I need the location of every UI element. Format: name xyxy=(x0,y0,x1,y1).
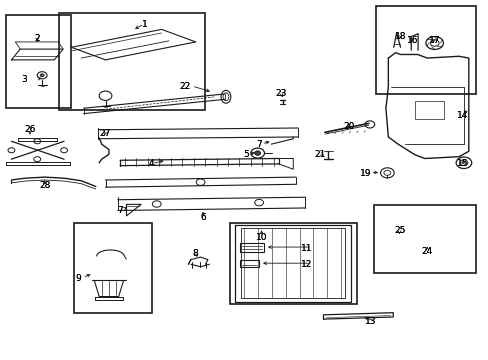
Text: 8: 8 xyxy=(192,249,198,258)
Text: 11: 11 xyxy=(301,244,312,253)
Text: 7: 7 xyxy=(255,140,261,149)
Text: 21: 21 xyxy=(314,150,325,159)
Text: 20: 20 xyxy=(343,122,354,131)
Text: 22: 22 xyxy=(179,82,190,91)
Text: 1: 1 xyxy=(142,19,147,28)
Text: 15: 15 xyxy=(456,159,468,168)
Text: 8: 8 xyxy=(192,249,198,258)
Text: 7: 7 xyxy=(117,206,122,215)
Text: 15: 15 xyxy=(456,159,468,168)
Text: 11: 11 xyxy=(301,244,312,253)
Text: 5: 5 xyxy=(243,150,249,159)
Text: 7: 7 xyxy=(117,206,122,215)
Text: 25: 25 xyxy=(393,226,405,235)
Text: 17: 17 xyxy=(428,36,440,45)
Text: 5: 5 xyxy=(243,150,249,159)
Bar xyxy=(414,101,444,119)
Circle shape xyxy=(40,74,44,77)
Text: 19: 19 xyxy=(359,169,370,178)
Text: 25: 25 xyxy=(393,226,405,235)
Text: 26: 26 xyxy=(24,125,36,134)
Text: 4: 4 xyxy=(149,159,154,168)
Text: 27: 27 xyxy=(100,129,111,138)
Text: 13: 13 xyxy=(364,317,375,326)
Text: 4: 4 xyxy=(149,159,154,168)
Text: 21: 21 xyxy=(314,150,325,159)
Text: 27: 27 xyxy=(100,129,111,138)
Bar xyxy=(59,13,205,110)
Text: 9: 9 xyxy=(75,274,81,283)
Circle shape xyxy=(254,151,260,155)
Text: 24: 24 xyxy=(421,247,432,256)
Text: 12: 12 xyxy=(301,260,312,269)
Text: 10: 10 xyxy=(255,233,267,242)
Text: 1: 1 xyxy=(142,19,147,28)
Bar xyxy=(5,15,71,108)
Text: 28: 28 xyxy=(39,181,50,190)
Text: 3: 3 xyxy=(22,75,27,84)
Text: 26: 26 xyxy=(24,125,36,134)
Text: 13: 13 xyxy=(364,317,375,326)
Text: 6: 6 xyxy=(200,213,205,222)
Bar xyxy=(239,260,259,267)
Text: 3: 3 xyxy=(22,75,27,84)
Text: 16: 16 xyxy=(406,36,418,45)
Text: 14: 14 xyxy=(456,111,468,120)
Text: 14: 14 xyxy=(456,111,468,120)
Text: 28: 28 xyxy=(39,181,50,190)
Bar xyxy=(74,223,152,313)
Text: 19: 19 xyxy=(359,169,370,178)
Text: 18: 18 xyxy=(394,32,406,41)
Bar xyxy=(239,243,264,252)
Text: 18: 18 xyxy=(394,32,406,41)
Text: 9: 9 xyxy=(75,274,81,283)
Text: 24: 24 xyxy=(421,247,432,256)
Text: 23: 23 xyxy=(275,89,286,98)
Text: 6: 6 xyxy=(200,213,205,222)
Text: 17: 17 xyxy=(428,36,440,45)
Bar xyxy=(229,223,356,304)
Text: 23: 23 xyxy=(275,89,286,98)
Text: 7: 7 xyxy=(255,140,261,149)
Bar xyxy=(373,205,475,273)
Text: 12: 12 xyxy=(301,260,312,269)
Bar xyxy=(375,6,475,94)
Text: 2: 2 xyxy=(34,34,40,43)
Text: 10: 10 xyxy=(255,233,267,242)
Text: 22: 22 xyxy=(179,82,190,91)
Text: 20: 20 xyxy=(343,122,354,131)
Text: 16: 16 xyxy=(406,36,418,45)
Text: 2: 2 xyxy=(34,34,40,43)
